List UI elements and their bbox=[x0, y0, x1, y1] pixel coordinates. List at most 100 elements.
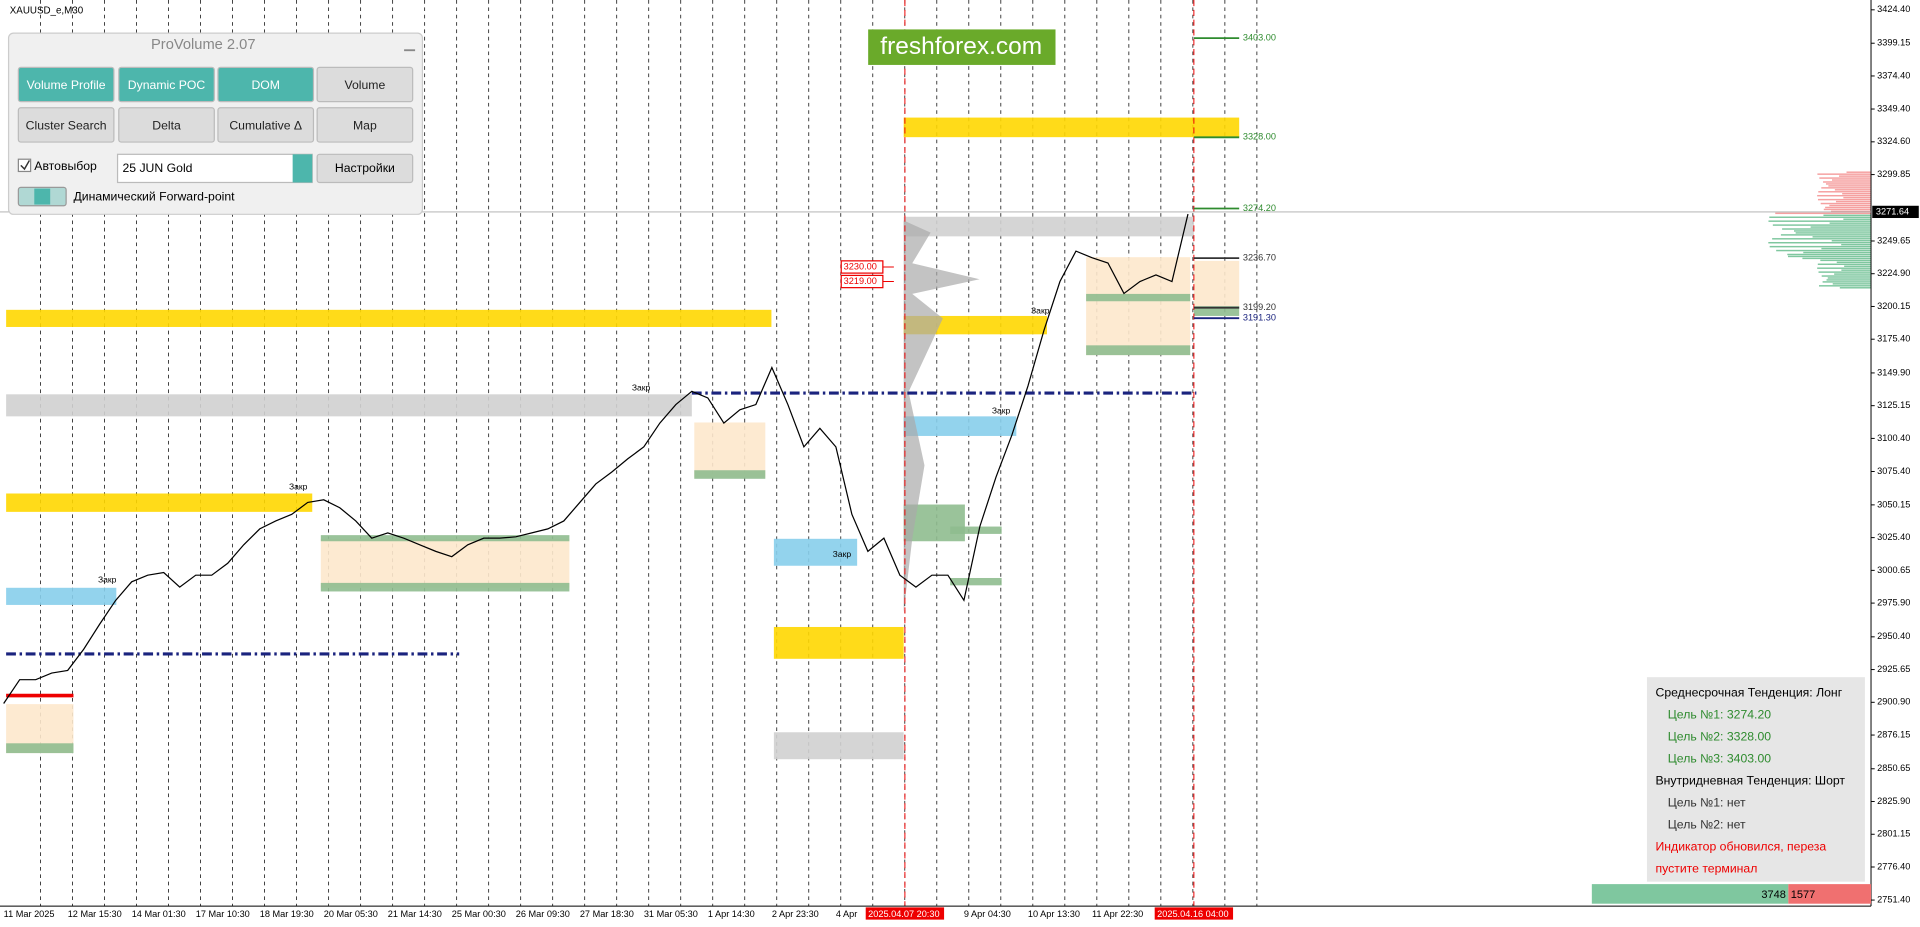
sell-volume-bar bbox=[1788, 884, 1872, 904]
contract-select-spinner[interactable] bbox=[292, 154, 313, 183]
volume-histogram-bar bbox=[1823, 214, 1872, 217]
current-price-tag bbox=[1872, 205, 1919, 219]
panel-button[interactable] bbox=[118, 66, 215, 103]
panel-button-label[interactable]: Volume Profile bbox=[27, 78, 106, 92]
volume-histogram-bar bbox=[1817, 263, 1872, 266]
panel-button-label[interactable]: DOM bbox=[251, 78, 280, 92]
volume-histogram-bar bbox=[1826, 279, 1872, 281]
forward-label: Динамический Forward-point bbox=[73, 189, 235, 203]
contract-select-value[interactable]: 25 JUN Gold bbox=[122, 161, 192, 175]
y-tick-label: 3299.85 bbox=[1877, 169, 1910, 179]
volume-histogram-bar bbox=[1780, 234, 1872, 236]
volume-zone bbox=[320, 535, 570, 542]
volume-histogram-bar bbox=[1768, 241, 1872, 244]
forward-toggle-knob bbox=[34, 188, 51, 205]
logo-box bbox=[868, 29, 1056, 65]
volume-zone bbox=[773, 732, 904, 760]
panel-button-label[interactable]: Delta bbox=[152, 118, 181, 132]
volume-histogram-bar bbox=[1834, 273, 1872, 275]
info-line: Внутридневная Тенденция: Шорт bbox=[1656, 773, 1846, 787]
volume-zone bbox=[1193, 260, 1240, 307]
cursor-time-tag bbox=[865, 907, 945, 920]
volume-histogram-bar bbox=[1841, 243, 1872, 246]
y-tick-label: 3224.90 bbox=[1877, 268, 1910, 278]
x-tick-label: 9 Apr 04:30 bbox=[964, 909, 1011, 919]
x-tick-label: 4 Apr bbox=[836, 909, 857, 919]
x-tick-label: 2 Apr 23:30 bbox=[772, 909, 819, 919]
volume-zone bbox=[773, 626, 904, 659]
volume-histogram-bar bbox=[1827, 277, 1872, 279]
volume-histogram-bar bbox=[1819, 177, 1872, 179]
panel-title: ProVolume 2.07 bbox=[151, 37, 256, 53]
panel-button[interactable] bbox=[217, 107, 315, 143]
x-tick-label: 20 Mar 05:30 bbox=[324, 909, 378, 919]
x-tick-label: 31 Mar 05:30 bbox=[644, 909, 698, 919]
close-annotation: Закр bbox=[632, 382, 651, 392]
x-tick-label: 18 Mar 19:30 bbox=[260, 909, 314, 919]
volume-histogram-bar bbox=[1846, 171, 1872, 173]
volume-histogram-bar bbox=[1787, 253, 1872, 256]
volume-histogram-bar bbox=[1825, 183, 1872, 185]
y-tick-label: 3374.40 bbox=[1877, 70, 1910, 80]
volume-histogram-bar bbox=[1818, 271, 1872, 273]
cursor-time-label: 2025.04.07 20:30 bbox=[868, 909, 939, 919]
volume-histogram-bar bbox=[1830, 210, 1872, 213]
info-line: Среднесрочная Тенденция: Лонг bbox=[1656, 685, 1843, 699]
x-tick-label: 21 Mar 14:30 bbox=[388, 909, 442, 919]
volume-histogram-bar bbox=[1832, 283, 1872, 285]
volume-zone bbox=[773, 538, 858, 566]
volume-histogram-bar bbox=[1839, 175, 1872, 177]
volume-histogram-bar bbox=[1823, 181, 1872, 183]
target-level-label: 3236.70 bbox=[1243, 253, 1276, 263]
panel-button-label[interactable]: Dynamic POC bbox=[128, 78, 206, 92]
settings-button[interactable] bbox=[316, 153, 414, 184]
panel-button-label[interactable]: Cumulative Δ bbox=[229, 118, 302, 132]
close-annotation: Закр bbox=[833, 549, 852, 559]
volume-histogram-bar bbox=[1844, 265, 1872, 267]
volume-histogram-bar bbox=[1820, 259, 1872, 262]
volume-histogram-bar bbox=[1829, 204, 1872, 207]
panel-button-label[interactable]: Cluster Search bbox=[26, 118, 107, 132]
contract-select[interactable] bbox=[116, 153, 313, 184]
logo-text: freshforex.com bbox=[880, 33, 1042, 60]
y-tick-label: 2850.65 bbox=[1877, 763, 1910, 773]
red-level-box bbox=[840, 260, 884, 274]
y-tick-label: 3200.15 bbox=[1877, 301, 1910, 311]
volume-histogram-bar bbox=[1769, 216, 1872, 218]
info-line: Цель №1: 3274.20 bbox=[1668, 707, 1772, 721]
volume-histogram-bar bbox=[1822, 281, 1872, 283]
volume-histogram-bar bbox=[1821, 247, 1872, 250]
x-tick-label: 25 Mar 00:30 bbox=[452, 909, 506, 919]
close-annotation: Закр bbox=[992, 406, 1011, 416]
cursor-time-tag bbox=[1154, 907, 1234, 920]
red-level-label: 3230.00 bbox=[844, 261, 877, 271]
volume-zone bbox=[6, 309, 772, 327]
panel-button[interactable] bbox=[17, 66, 115, 103]
panel-button[interactable] bbox=[316, 107, 414, 143]
volume-zone bbox=[6, 493, 313, 512]
red-level-box bbox=[840, 274, 884, 289]
volume-zone bbox=[694, 422, 766, 478]
panel-button-label[interactable]: Map bbox=[353, 118, 377, 132]
y-tick-label: 2925.65 bbox=[1877, 664, 1910, 674]
volume-histogram-bar bbox=[1836, 261, 1872, 264]
panel-button[interactable] bbox=[316, 66, 414, 103]
panel-button-label[interactable]: Volume bbox=[344, 78, 385, 92]
panel-button[interactable] bbox=[217, 66, 315, 103]
volume-histogram-bar bbox=[1817, 194, 1872, 197]
checkbox-check bbox=[20, 160, 31, 171]
y-tick-label: 3125.15 bbox=[1877, 400, 1910, 410]
y-tick-label: 2876.15 bbox=[1877, 729, 1910, 739]
panel-button[interactable] bbox=[17, 107, 115, 143]
panel-button[interactable] bbox=[118, 107, 215, 143]
volume-zone bbox=[6, 394, 692, 417]
sell-volume-label: 1577 bbox=[1791, 889, 1816, 901]
volume-histogram-bar bbox=[1831, 240, 1872, 242]
target-level-label: 3328.00 bbox=[1243, 132, 1276, 142]
volume-histogram-bar bbox=[1821, 187, 1872, 189]
x-tick-label: 11 Apr 22:30 bbox=[1092, 909, 1143, 919]
volume-histogram-bar bbox=[1794, 230, 1872, 232]
volume-histogram-bar bbox=[1819, 285, 1872, 287]
settings-button-label[interactable]: Настройки bbox=[335, 161, 395, 175]
volume-histogram-bar bbox=[1812, 236, 1872, 238]
